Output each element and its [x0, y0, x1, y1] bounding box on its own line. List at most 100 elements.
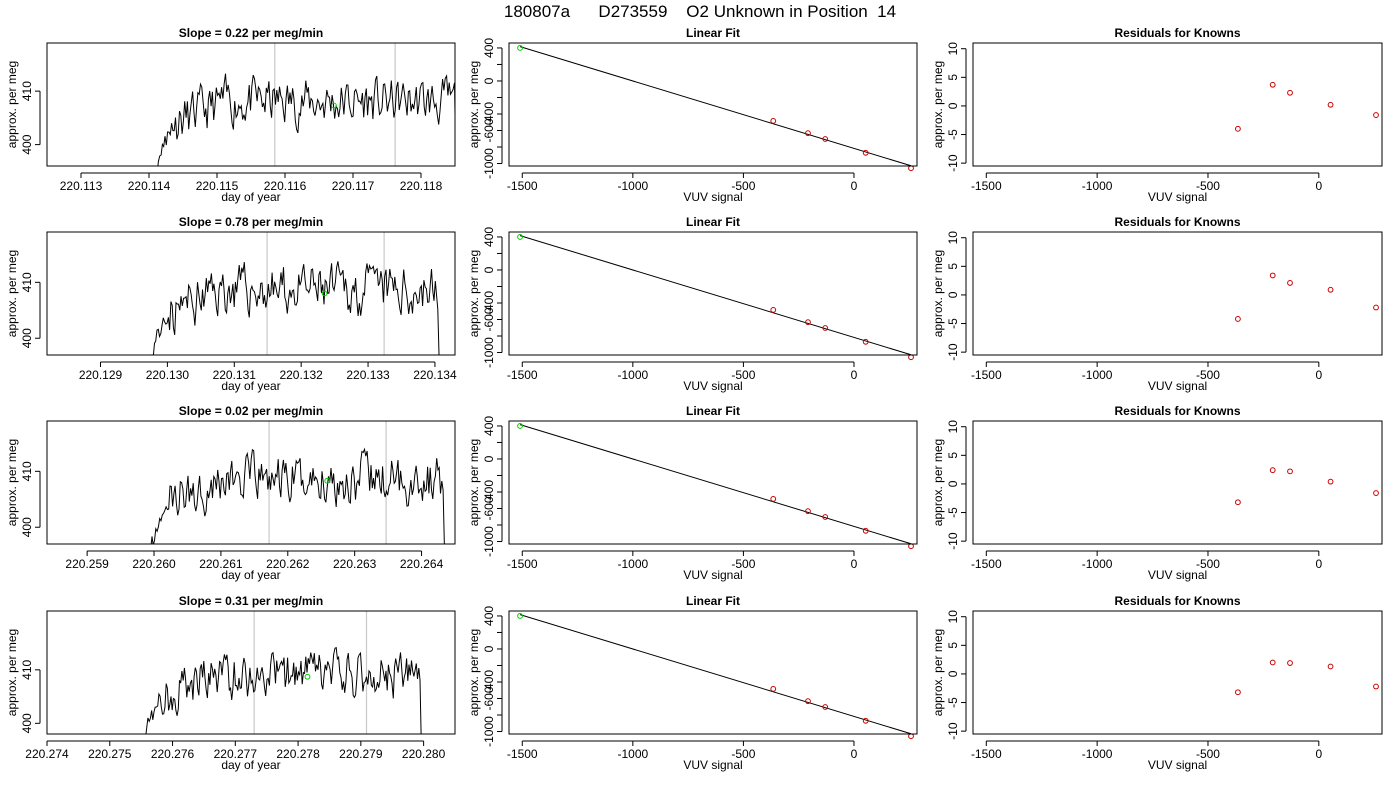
residuals-y-tick-label: -5	[946, 129, 960, 140]
timeseries-y-tick-label: 410	[20, 461, 34, 481]
linear-fit-x-tick-label: -1000	[617, 747, 648, 761]
linear-fit-y-tick-label: -1000	[482, 148, 496, 179]
timeseries-title: Slope = 0.02 per meg/min	[179, 404, 323, 418]
residuals-panel-2: Residuals for Knowns VUV signal approx. pe…	[931, 215, 1383, 393]
timeseries-x-tick-label: 220.260	[132, 557, 176, 571]
timeseries-x-tick-label: 220.116	[264, 179, 307, 193]
timeseries-plot-area	[145, 611, 422, 734]
residual-point	[1373, 683, 1379, 690]
unknown-point	[331, 102, 337, 109]
fit-line	[519, 424, 912, 545]
residuals-x-tick-label: -1500	[971, 557, 1002, 571]
timeseries-line	[151, 261, 440, 355]
linear-fit-y-axis-label: approx. per meg	[467, 61, 481, 148]
timeseries-y-axis-label: approx. per meg	[5, 629, 19, 716]
linear-fit-y-tick-label: 400	[482, 416, 496, 436]
known-point	[770, 118, 777, 124]
residuals-x-tick-label: 0	[1315, 557, 1322, 571]
residuals-x-tick-label: -500	[1196, 179, 1220, 193]
residuals-y-tick-label: 10	[946, 231, 960, 245]
residual-point	[1287, 280, 1293, 286]
timeseries-plot-area	[157, 43, 455, 166]
timeseries-y-tick-label: 400	[20, 134, 34, 154]
timeseries-x-tick-label: 220.118	[400, 179, 443, 193]
known-point	[822, 704, 829, 710]
linear-fit-x-tick-label: 0	[851, 368, 858, 382]
linear-fit-y-tick-label: -600	[482, 118, 496, 142]
linear-fit-y-tick-label: -1000	[482, 526, 496, 557]
residual-point	[1287, 89, 1293, 96]
residuals-y-tick-label: 10	[946, 610, 960, 624]
residuals-x-tick-label: -1000	[1082, 179, 1113, 193]
timeseries-x-tick-label: 220.259	[65, 557, 109, 571]
linear-fit-x-tick-label: -1000	[617, 368, 648, 382]
known-point	[862, 338, 869, 345]
residual-point	[1327, 101, 1334, 108]
residual-point	[1269, 81, 1276, 88]
linear-fit-panel-3: Linear Fit VUV signal approx. per meg -1500…	[467, 404, 918, 582]
known-point	[822, 136, 829, 142]
unknown-point	[517, 613, 523, 619]
residuals-x-tick-label: -500	[1196, 557, 1220, 571]
timeseries-x-tick-label: 220.131	[213, 368, 257, 382]
timeseries-x-tick-label: 220.279	[339, 747, 383, 761]
linear-fit-x-tick-label: -1000	[617, 179, 648, 193]
residual-point	[1287, 468, 1293, 475]
linear-fit-y-tick-label: -1000	[482, 337, 496, 368]
residuals-x-tick-label: -1000	[1082, 747, 1113, 761]
residual-point	[1269, 659, 1276, 666]
timeseries-plot-frame	[46, 610, 456, 735]
linear-fit-y-tick-label: 0	[482, 645, 496, 652]
linear-fit-y-tick-label: -600	[482, 686, 496, 710]
unknown-point	[321, 290, 328, 297]
timeseries-y-tick-label: 410	[20, 272, 34, 292]
linear-fit-y-tick-label: 400	[482, 227, 496, 247]
linear-fit-y-tick-label: -400	[482, 102, 496, 126]
unknown-point	[517, 423, 523, 429]
known-point	[862, 527, 869, 534]
linear-fit-x-axis-label: VUV signal	[683, 379, 742, 393]
timeseries-panel-1: Slope = 0.22 per meg/min day of year appro…	[5, 26, 456, 204]
known-point	[805, 130, 811, 137]
residuals-x-axis-label: VUV signal	[1148, 758, 1207, 772]
timeseries-x-tick-label: 220.117	[332, 179, 375, 193]
linear-fit-y-tick-label: -400	[482, 670, 496, 694]
residuals-x-axis-label: VUV signal	[1148, 190, 1207, 204]
residuals-plot-frame	[972, 231, 1383, 356]
timeseries-plot-frame	[46, 42, 456, 167]
linear-fit-x-axis-label: VUV signal	[683, 568, 742, 582]
linear-fit-panel-1: Linear Fit VUV signal approx. per meg -1500…	[467, 26, 918, 204]
timeseries-x-axis-label: day of year	[221, 190, 280, 204]
residuals-y-tick-label: 5	[946, 74, 960, 81]
timeseries-x-tick-label: 220.114	[128, 179, 171, 193]
timeseries-line	[145, 646, 422, 734]
residuals-x-tick-label: -1500	[971, 179, 1002, 193]
timeseries-x-tick-label: 220.115	[196, 179, 239, 193]
residuals-title: Residuals for Knowns	[1114, 404, 1240, 418]
linear-fit-title: Linear Fit	[686, 215, 740, 229]
linear-fit-y-tick-label: 400	[482, 606, 496, 626]
residuals-y-tick-label: 5	[946, 452, 960, 459]
timeseries-x-tick-label: 220.113	[60, 179, 103, 193]
figure-title: 180807a D273559 O2 Unknown in Position 1…	[503, 2, 897, 21]
residuals-x-tick-label: -500	[1196, 747, 1220, 761]
residuals-y-axis-label: approx. per meg	[931, 61, 945, 148]
timeseries-x-axis-label: day of year	[221, 379, 280, 393]
known-point	[862, 149, 869, 156]
linear-fit-y-tick-label: -400	[482, 480, 496, 504]
residuals-plot-frame	[972, 42, 1383, 167]
known-point	[770, 496, 777, 502]
residuals-y-axis-label: approx. per meg	[931, 629, 945, 716]
linear-fit-title: Linear Fit	[686, 26, 740, 40]
linear-fit-x-tick-label: -500	[731, 179, 755, 193]
linear-fit-x-tick-label: -1500	[507, 179, 538, 193]
linear-fit-y-tick-label: 0	[482, 455, 496, 462]
residuals-y-tick-label: 0	[946, 480, 960, 487]
timeseries-plot-frame	[46, 420, 456, 545]
residuals-panel-1: Residuals for Knowns VUV signal approx. pe…	[931, 26, 1383, 204]
residual-point	[1327, 478, 1334, 485]
linear-fit-y-tick-label: -600	[482, 496, 496, 520]
residuals-y-tick-label: 10	[946, 42, 960, 56]
known-point	[862, 717, 869, 724]
